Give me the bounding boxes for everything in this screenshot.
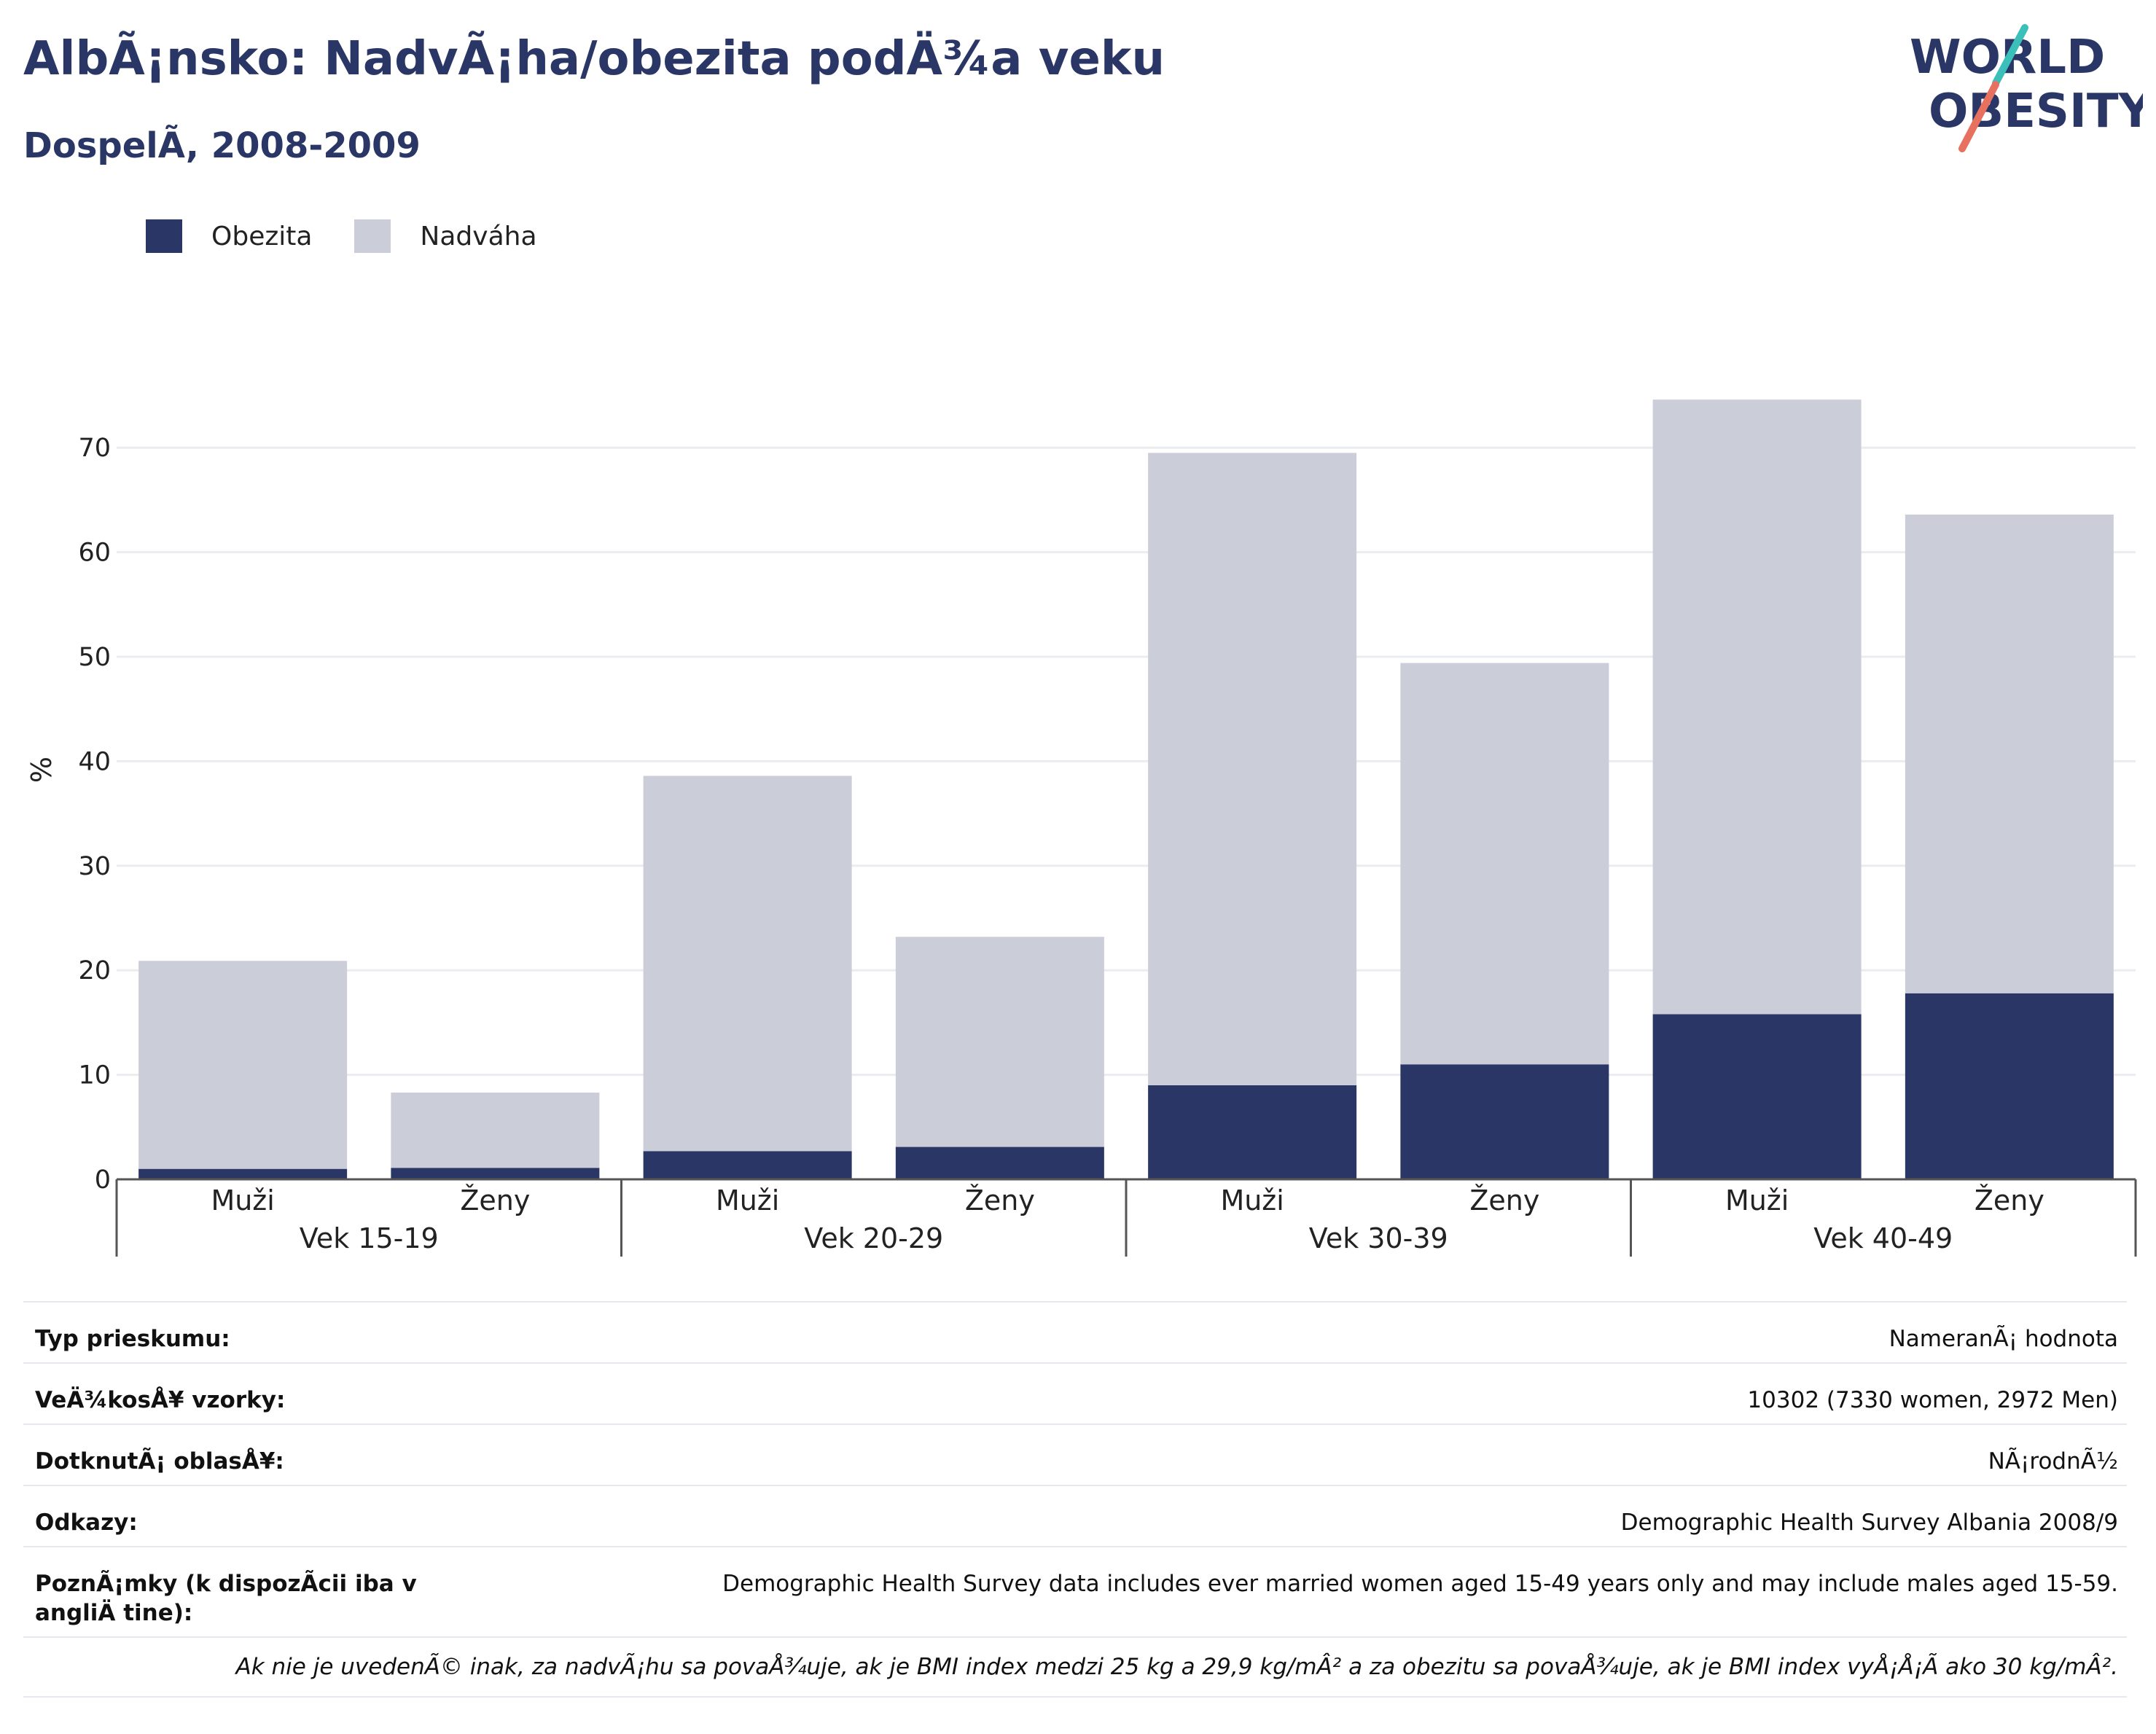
- x-tick-label: Muži: [211, 1184, 274, 1216]
- y-tick-label: 40: [78, 747, 111, 776]
- bar-nadvaha: [138, 961, 348, 1169]
- y-axis-label: %: [26, 757, 58, 783]
- x-tick-label: Muži: [1725, 1184, 1789, 1216]
- y-tick-label: 20: [78, 956, 111, 985]
- info-row-sample-size: VeÄ¾kosÅ¥ vzorky: 10302 (7330 women, 297…: [23, 1362, 2127, 1423]
- info-value: 10302 (7330 women, 2972 Men): [1747, 1387, 2118, 1413]
- legend-item-nadvaha[interactable]: Nadváha: [354, 219, 537, 253]
- bar-nadvaha: [391, 1092, 600, 1168]
- info-label: Typ prieskumu:: [35, 1326, 230, 1352]
- info-row-area: DotknutÃ¡ oblasÅ¥: NÃ¡rodnÃ½: [23, 1423, 2127, 1485]
- info-value: Demographic Health Survey Albania 2008/9: [1620, 1510, 2118, 1536]
- chart-subtitle: DospelÃ, 2008-2009: [23, 125, 421, 166]
- x-group-label: Vek 40-49: [1813, 1222, 1953, 1254]
- info-table: Typ prieskumu: NameranÃ¡ hodnota VeÄ¾kos…: [23, 1301, 2127, 1698]
- x-group-label: Vek 30-39: [1309, 1222, 1448, 1254]
- info-value: NÃ¡rodnÃ½: [1988, 1448, 2118, 1475]
- info-label: VeÄ¾kosÅ¥ vzorky:: [35, 1387, 286, 1413]
- x-tick-label: Muži: [1220, 1184, 1284, 1216]
- x-tick-label: Ženy: [1469, 1184, 1539, 1216]
- bar-nadvaha: [895, 937, 1104, 1147]
- y-tick-label: 50: [78, 643, 111, 672]
- info-row-survey-type: Typ prieskumu: NameranÃ¡ hodnota: [23, 1301, 2127, 1362]
- x-tick-label: Muži: [716, 1184, 779, 1216]
- bar-obezita: [1652, 1014, 1862, 1179]
- legend-swatch-obezita: [146, 219, 182, 253]
- info-label: Odkazy:: [35, 1510, 138, 1536]
- info-label: PoznÃ¡mky (k dispozÃcii iba v angliÄ tin…: [35, 1571, 417, 1626]
- x-tick-label: Ženy: [1975, 1184, 2044, 1216]
- world-obesity-logo: WORLD OBESITY: [1910, 24, 2143, 152]
- bar-chart: 0 10 20 30 40 50 60 70% Muži Ženy Muži Ženy Muži Ženy…: [26, 399, 2137, 1257]
- x-tick-label: Ženy: [965, 1184, 1035, 1216]
- chart-title: AlbÃ¡nsko: NadvÃ¡ha/obezita podÄ¾a veku: [23, 32, 1165, 86]
- chart-legend: Obezita Nadváha: [146, 217, 579, 255]
- legend-swatch-nadvaha: [354, 219, 391, 253]
- bar-nadvaha: [1652, 399, 1862, 1015]
- bar-obezita: [138, 1168, 348, 1179]
- y-tick-label: 60: [78, 539, 111, 568]
- y-tick-label: 30: [78, 852, 111, 881]
- bar-nadvaha: [1148, 453, 1357, 1085]
- legend-item-obezita[interactable]: Obezita: [146, 219, 312, 253]
- bar-nadvaha: [1400, 663, 1609, 1065]
- footnote: Ak nie je uvedenÃ© inak, za nadvÃ¡hu sa …: [23, 1636, 2127, 1698]
- info-value: NameranÃ¡ hodnota: [1889, 1326, 2118, 1352]
- info-value: Demographic Health Survey data includes …: [722, 1571, 2118, 1597]
- bar-obezita: [895, 1147, 1104, 1179]
- x-group-label: Vek 15-19: [300, 1222, 439, 1254]
- bar-obezita: [643, 1151, 852, 1179]
- bar-obezita: [1400, 1064, 1609, 1179]
- x-group-label: Vek 20-29: [804, 1222, 943, 1254]
- x-tick-label: Ženy: [460, 1184, 530, 1216]
- info-row-notes: PoznÃ¡mky (k dispozÃcii iba v angliÄ tin…: [23, 1546, 2127, 1636]
- logo-coral-stroke: [1958, 81, 1999, 152]
- info-row-references: Odkazy: Demographic Health Survey Albani…: [23, 1485, 2127, 1546]
- bar-obezita: [391, 1168, 600, 1179]
- logo-line2: OBESITY: [1929, 85, 2143, 138]
- y-tick-label: 70: [78, 434, 111, 463]
- bar-obezita: [1148, 1085, 1357, 1179]
- y-tick-label: 0: [95, 1165, 111, 1195]
- legend-label-obezita: Obezita: [211, 221, 313, 251]
- bar-nadvaha: [643, 776, 852, 1152]
- bar-obezita: [1905, 993, 2114, 1179]
- info-label: DotknutÃ¡ oblasÅ¥:: [35, 1448, 284, 1475]
- logo-teal-stroke: [1992, 24, 2028, 87]
- y-tick-label: 10: [78, 1061, 111, 1090]
- bar-nadvaha: [1905, 514, 2114, 993]
- legend-label-nadvaha: Nadváha: [420, 221, 537, 251]
